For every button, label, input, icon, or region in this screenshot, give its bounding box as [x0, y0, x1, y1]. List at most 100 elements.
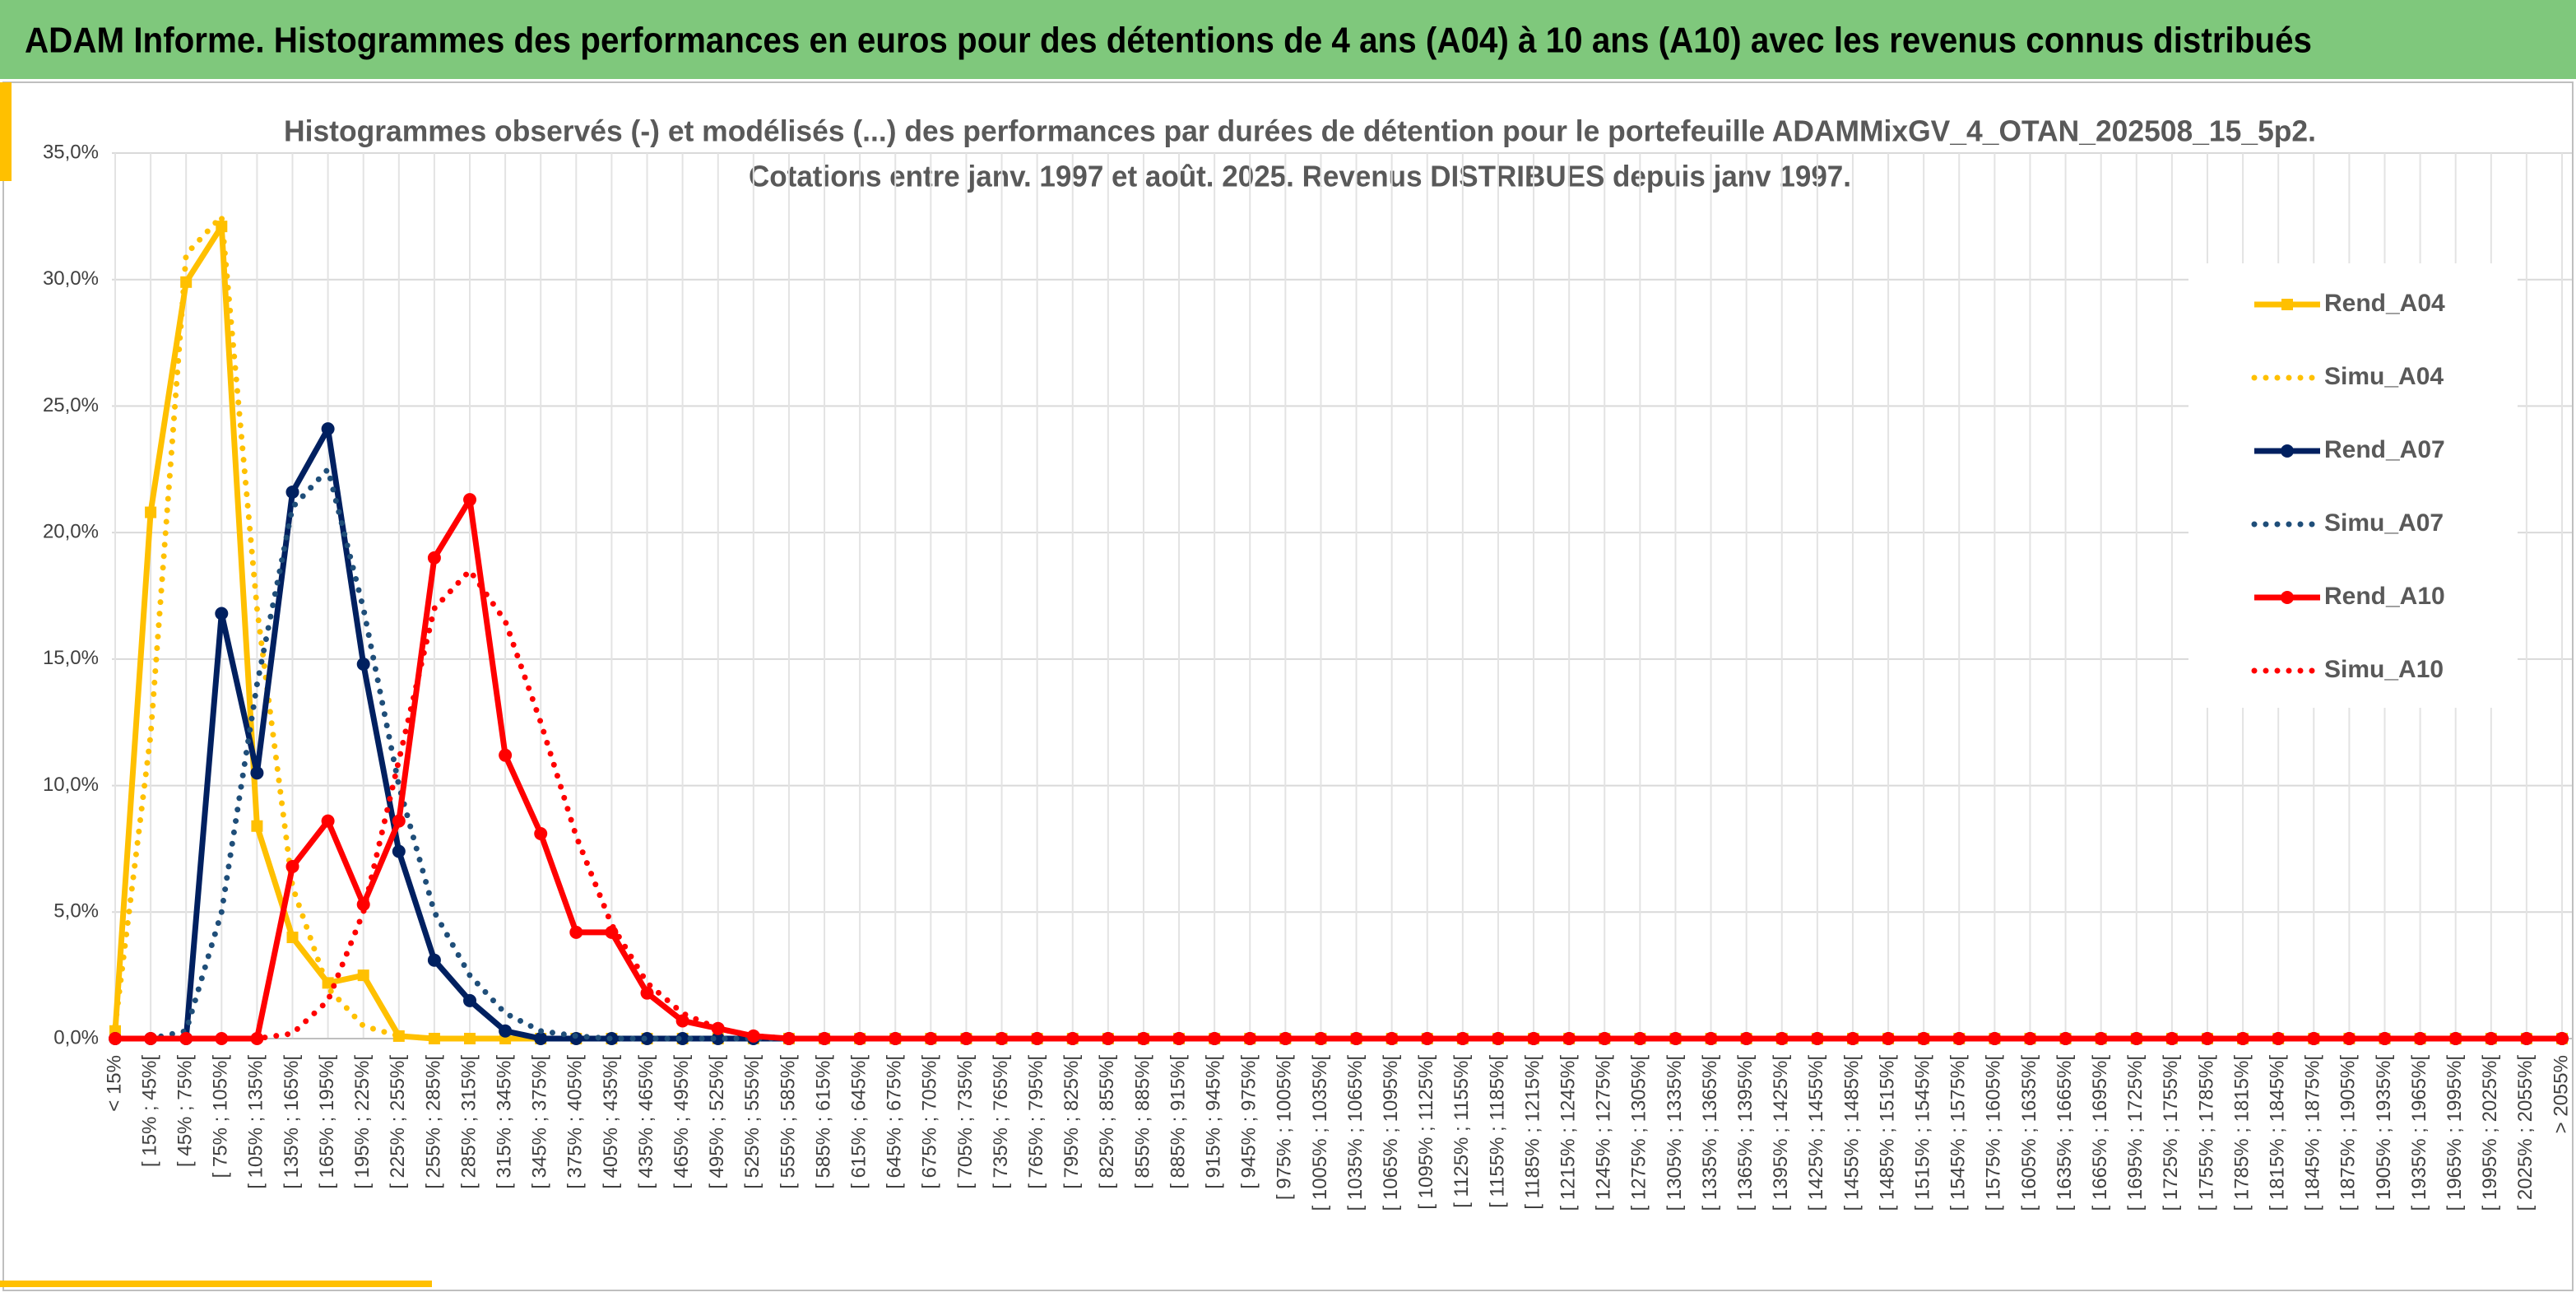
data-point: [1314, 1032, 1328, 1045]
x-tick-label: [ 135% ; 165%[: [281, 1055, 303, 1189]
x-tick-label: [ 1275% ; 1305%[: [1628, 1055, 1650, 1211]
x-tick-label: [ 75% ; 105%[: [210, 1055, 232, 1178]
x-tick-label: [ 555% ; 585%[: [777, 1055, 799, 1189]
data-point: [463, 493, 477, 507]
data-point: [1775, 1032, 1789, 1045]
x-tick-label: [ 1185% ; 1215%[: [1521, 1055, 1543, 1210]
data-point: [357, 969, 369, 982]
data-point: [2272, 1032, 2286, 1045]
x-tick-label: [ 1005% ; 1035%[: [1309, 1055, 1331, 1211]
x-tick-label: [ 615% ; 645%[: [847, 1055, 870, 1189]
x-tick-label: [ 975% ; 1005%[: [1274, 1055, 1296, 1200]
data-point: [569, 925, 583, 939]
x-tick-label: [ 1605% ; 1635%[: [2018, 1055, 2040, 1211]
x-tick-label: [ 885% ; 915%[: [1167, 1055, 1189, 1189]
x-tick-label: > 2055%: [2550, 1055, 2572, 1133]
data-point: [321, 814, 335, 828]
data-point: [286, 932, 299, 944]
data-point: [499, 1024, 513, 1038]
data-point: [1385, 1032, 1399, 1045]
data-point: [1279, 1032, 1293, 1045]
series-line: [112, 567, 2565, 1042]
legend-label: Rend_A04: [2324, 290, 2445, 317]
x-tick-label: [ 195% ; 225%[: [351, 1055, 374, 1189]
data-point: [428, 1033, 440, 1044]
x-tick-label: [ 735% ; 765%[: [990, 1055, 1012, 1189]
data-point: [463, 993, 477, 1007]
x-tick-label: [ 1515% ; 1545%[: [1912, 1055, 1934, 1211]
x-tick-label: [ 2025% ; 2055%[: [2514, 1055, 2537, 1211]
x-tick-label: [ 495% ; 525%[: [706, 1055, 728, 1189]
x-tick-label: [ 1575% ; 1605%[: [1983, 1055, 2005, 1211]
x-tick-label: [ 525% ; 555%[: [741, 1055, 764, 1189]
x-tick-label: [ 1995% ; 2025%[: [2479, 1055, 2501, 1211]
x-tick-label: [ 1095% ; 1125%[: [1415, 1055, 1437, 1210]
data-point: [215, 607, 229, 621]
x-tick-label: [ 1845% ; 1875%[: [2302, 1055, 2324, 1211]
x-tick-label: [ 585% ; 615%[: [812, 1055, 834, 1189]
data-point: [818, 1032, 832, 1045]
y-tick-label: 15,0%: [43, 647, 99, 669]
data-point: [1420, 1032, 1434, 1045]
legend-marker: [2281, 444, 2294, 458]
x-tick-label: [ 1065% ; 1095%[: [1380, 1055, 1402, 1211]
chart-title: Histogrammes observés (-) et modélisés (…: [284, 114, 2316, 148]
x-tick-label: [ 1635% ; 1665%[: [2054, 1055, 2076, 1211]
x-tick-label: [ 1155% ; 1185%[: [1486, 1055, 1508, 1208]
y-tick-label: 0,0%: [53, 1026, 99, 1048]
x-tick-label: [ 1725% ; 1755%[: [2160, 1055, 2182, 1211]
data-point: [675, 1014, 689, 1028]
data-point: [145, 506, 157, 518]
legend-label: Simu_A07: [2324, 509, 2444, 537]
x-tick-label: [ 1965% ; 1995%[: [2444, 1055, 2466, 1211]
x-tick-label: [ 165% ; 195%[: [316, 1055, 338, 1189]
x-tick-label: [ 465% ; 495%[: [671, 1055, 693, 1189]
data-point: [782, 1032, 796, 1045]
x-tick-label: [ 375% ; 405%[: [564, 1055, 587, 1189]
x-tick-label: [ 1485% ; 1515%[: [1876, 1055, 1898, 1211]
data-point: [2236, 1032, 2250, 1045]
chart-subtitle: Cotations entre janv. 1997 et août. 2025…: [749, 160, 1851, 193]
x-tick-label: [ 675% ; 705%[: [919, 1055, 941, 1189]
x-tick-label: [ 915% ; 945%[: [1202, 1055, 1224, 1189]
x-tick-label: [ 255% ; 285%[: [422, 1055, 444, 1189]
x-tick-label: [ 1875% ; 1905%[: [2337, 1055, 2360, 1211]
data-point: [2555, 1032, 2569, 1045]
x-tick-label: [ 1545% ; 1575%[: [1947, 1055, 1970, 1211]
legend-label: Simu_A04: [2324, 363, 2444, 390]
data-point: [1810, 1032, 1824, 1045]
data-point: [675, 1032, 689, 1045]
data-point: [499, 748, 513, 762]
data-point: [464, 1033, 476, 1044]
data-point: [1704, 1032, 1718, 1045]
x-tick-label: [ 285% ; 315%[: [457, 1055, 480, 1189]
legend-label: Rend_A10: [2324, 583, 2445, 610]
y-tick-label: 35,0%: [43, 141, 99, 163]
legend-marker: [2281, 591, 2294, 604]
data-point: [285, 485, 299, 499]
x-tick-label: [ 1335% ; 1365%[: [1699, 1055, 1721, 1211]
x-tick-label: [ 1785% ; 1815%[: [2230, 1055, 2253, 1211]
data-point: [285, 859, 299, 873]
x-tick-label: [ 435% ; 465%[: [635, 1055, 657, 1189]
data-point: [427, 551, 441, 565]
data-point: [1669, 1032, 1683, 1045]
x-tick-label: [ 225% ; 255%[: [387, 1055, 409, 1189]
chart-frame: [2, 81, 2574, 1291]
data-point: [2129, 1032, 2143, 1045]
data-point: [2165, 1032, 2179, 1045]
data-point: [534, 1032, 548, 1045]
x-tick-label: [ 1035% ; 1065%[: [1344, 1055, 1367, 1211]
x-tick-label: [ 1395% ; 1425%[: [1770, 1055, 1792, 1211]
x-tick-label: [ 315% ; 345%[: [493, 1055, 515, 1189]
data-point: [392, 814, 406, 828]
x-tick-label: [ 45% ; 75%[: [174, 1055, 197, 1167]
x-tick-label: [ 1755% ; 1785%[: [2195, 1055, 2217, 1211]
data-point: [2200, 1032, 2214, 1045]
x-tick-label: [ 1365% ; 1395%[: [1734, 1055, 1757, 1211]
data-point: [534, 826, 548, 840]
data-point: [959, 1032, 973, 1045]
data-point: [1845, 1032, 1859, 1045]
legend-marker: [2281, 299, 2293, 310]
banner: [0, 0, 2576, 79]
